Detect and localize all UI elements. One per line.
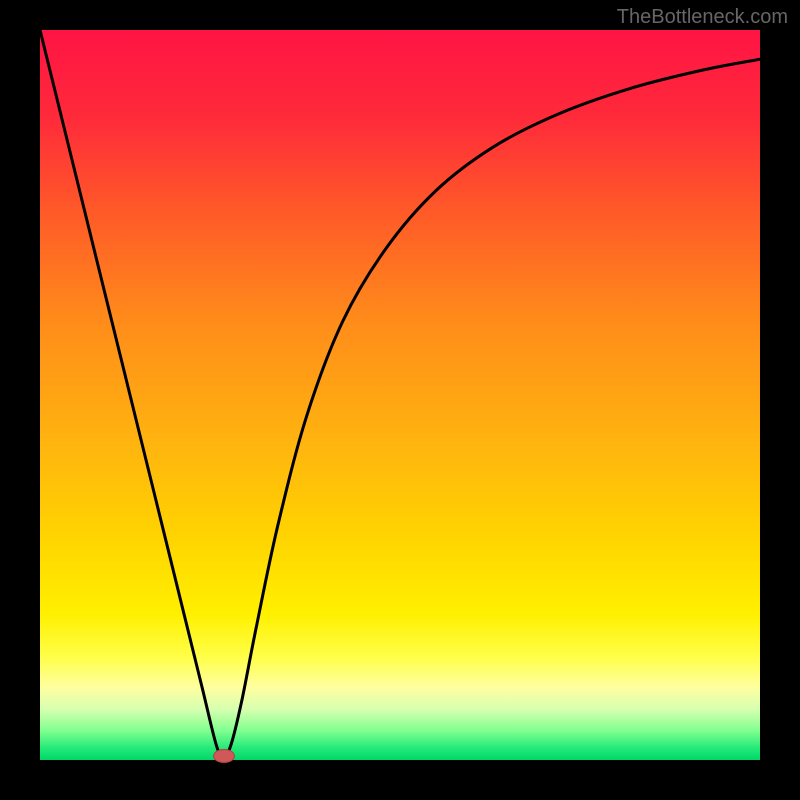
minimum-marker: [213, 749, 235, 763]
plot-area: [40, 30, 760, 760]
curve-svg: [40, 30, 760, 760]
bottleneck-curve: [40, 30, 760, 756]
watermark-text: TheBottleneck.com: [617, 6, 788, 29]
